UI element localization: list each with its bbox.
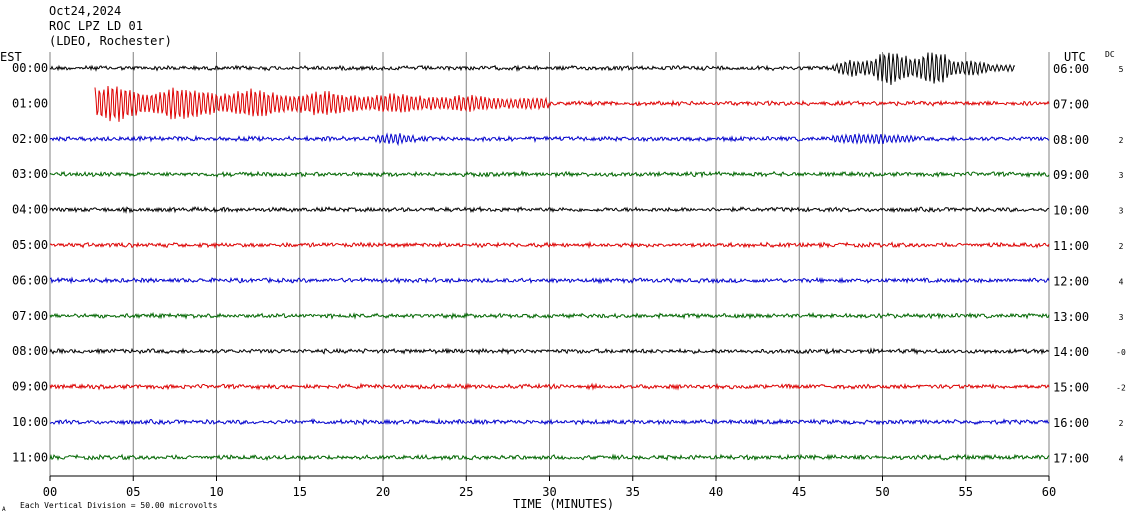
chart-labels: EST UTC DC TIME (MINUTES) Each Vertical … — [0, 50, 1115, 513]
seismic-trace — [49, 453, 1050, 462]
x-tick-label: 35 — [626, 485, 640, 499]
seismic-trace — [49, 276, 1050, 285]
dc-offset-label: 4 — [1119, 277, 1124, 286]
x-tick-label: 20 — [376, 485, 390, 499]
seismic-trace — [49, 382, 1050, 391]
utc-hour-label: 07:00 — [1053, 97, 1089, 111]
utc-hour-label: 17:00 — [1053, 451, 1089, 465]
utc-hour-label: 14:00 — [1053, 345, 1089, 359]
x-tick-label: 45 — [792, 485, 806, 499]
seismic-trace — [94, 85, 1050, 122]
utc-hour-label: 11:00 — [1053, 239, 1089, 253]
est-hour-label: 07:00 — [12, 309, 48, 323]
seismic-trace — [49, 52, 1016, 85]
header-location: (LDEO, Rochester) — [49, 34, 172, 48]
x-tick-label: 40 — [709, 485, 723, 499]
est-hour-label: 09:00 — [12, 380, 48, 394]
dc-offset-label: 3 — [1119, 171, 1124, 180]
seismic-trace — [49, 205, 1050, 214]
x-axis-title: TIME (MINUTES) — [513, 497, 614, 511]
est-hour-label: 01:00 — [12, 96, 48, 110]
x-tick-label: 10 — [209, 485, 223, 499]
seismic-trace — [49, 132, 1050, 147]
utc-hour-label: 10:00 — [1053, 204, 1089, 218]
dc-offset-label: 2 — [1119, 136, 1124, 145]
utc-hour-label: 12:00 — [1053, 274, 1089, 288]
x-axis-ticks: 00 05 10 15 20 25 30 35 40 45 50 55 60 — [43, 476, 1056, 499]
est-hour-label: 11:00 — [12, 450, 48, 464]
seismic-trace — [49, 347, 1050, 356]
x-tick-label: 05 — [126, 485, 140, 499]
x-tick-label: 25 — [459, 485, 473, 499]
dc-axis-label: DC — [1105, 50, 1115, 59]
x-tick-label: 55 — [959, 485, 973, 499]
dc-offset-label: 4 — [1119, 454, 1124, 463]
est-axis-label: EST — [0, 50, 22, 64]
est-hour-label: 03:00 — [12, 167, 48, 181]
header-date: Oct24,2024 — [49, 4, 122, 18]
dc-offset-label: 5 — [1119, 65, 1124, 74]
dc-offset-label: 3 — [1119, 207, 1124, 216]
header-station: ROC LPZ LD 01 — [49, 19, 143, 33]
row-labels: 00:00 06:00 5 01:00 07:00 02:00 08:00 2 03:00 09:… — [12, 61, 1126, 465]
x-tick-label: 50 — [875, 485, 889, 499]
x-tick-label: 30 — [542, 485, 556, 499]
utc-hour-label: 13:00 — [1053, 310, 1089, 324]
x-tick-label: 15 — [293, 485, 307, 499]
seismic-trace — [49, 240, 1050, 250]
corner-mark: A — [2, 506, 6, 513]
seismic-traces — [49, 52, 1050, 462]
seismic-trace — [49, 311, 1050, 321]
dc-offset-label: 2 — [1119, 419, 1124, 428]
seismic-trace — [49, 417, 1050, 426]
est-hour-label: 08:00 — [12, 344, 48, 358]
utc-hour-label: 15:00 — [1053, 381, 1089, 395]
seismic-trace — [49, 170, 1050, 179]
est-hour-label: 02:00 — [12, 132, 48, 146]
utc-axis-label: UTC — [1064, 50, 1086, 64]
utc-hour-label: 16:00 — [1053, 416, 1089, 430]
est-hour-label: 05:00 — [12, 238, 48, 252]
utc-hour-label: 08:00 — [1053, 133, 1089, 147]
est-hour-label: 10:00 — [12, 415, 48, 429]
est-hour-label: 06:00 — [12, 273, 48, 287]
dc-offset-label: -0 — [1116, 348, 1126, 357]
dc-offset-label: -2 — [1116, 384, 1126, 393]
x-tick-label: 60 — [1042, 485, 1056, 499]
time-grid — [49, 52, 1050, 477]
dc-offset-label: 2 — [1119, 242, 1124, 251]
est-hour-label: 00:00 — [12, 61, 48, 75]
utc-hour-label: 06:00 — [1053, 62, 1089, 76]
est-hour-label: 04:00 — [12, 203, 48, 217]
dc-offset-label: 3 — [1119, 313, 1124, 322]
vertical-division-note: Each Vertical Division = 50.00 microvolt… — [20, 501, 218, 510]
utc-hour-label: 09:00 — [1053, 168, 1089, 182]
x-tick-label: 00 — [43, 485, 57, 499]
